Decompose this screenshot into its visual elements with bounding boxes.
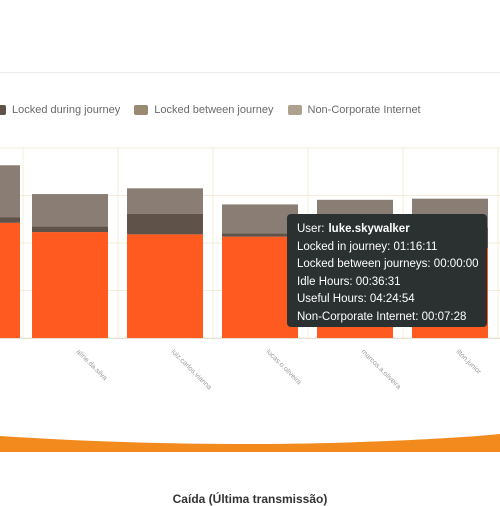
bar-segment-2-1 [0,217,20,223]
bar-segment-1-3 [127,234,203,338]
bar-tooltip: User: luke.skywalker Locked in journey: 0… [287,214,487,327]
legend-item-locked-during[interactable]: Locked during journey [0,104,120,116]
chart-legend: Locked during journey Locked between jou… [0,101,435,119]
legend-label-locked-between: Locked between journey [154,104,274,116]
legend-item-locked-between[interactable]: Locked between journey [134,104,274,116]
bar-segment-2-2 [32,226,108,233]
bar-segment-2-4 [222,233,298,237]
legend-label-non-corporate: Non-Corporate Internet [307,104,421,116]
legend-swatch-non-corporate [287,105,302,115]
bar-segment-4-2 [32,194,108,227]
x-tick-label: aline.da.silva [75,348,109,382]
x-tick-label: ilton.junior [455,348,483,376]
x-tick-label: lucas.o.oliveira [265,348,303,386]
x-tick-label: marcos.a.oliveira [360,348,402,390]
tooltip-user-name: luke.skywalker [328,223,410,235]
bar-segment-2-3 [127,213,203,235]
tooltip-user-label: User: [297,223,325,235]
tooltip-locked-journey: Locked in journey: 01:16:11 [297,240,438,253]
bottom-area-series [0,434,500,452]
bar-segment-1-4 [222,236,298,338]
legend-item-non-corporate[interactable]: Non-Corporate Internet [287,104,421,116]
legend-swatch-locked-between [134,105,149,115]
bar-segment-4-4 [222,204,298,234]
bar-segment-1-1 [0,222,20,338]
section-title: Caída (Última transmissão) [172,492,328,506]
tooltip-locked-between: Locked between journeys: 00:00:00 [297,258,479,270]
bar-segment-1-2 [32,232,108,338]
legend-swatch-locked-during [0,105,6,115]
tooltip-non-corporate: Non-Corporate Internet: 00:07:28 [297,310,467,323]
x-axis-labels: aline.da.silva luiz.carlos.vianna lucas.o.… [75,348,483,391]
legend-label-locked-during: Locked during journey [12,104,121,116]
bar-segment-4-3 [127,188,203,214]
x-tick-label: luiz.carlos.vianna [170,348,213,391]
tooltip-useful-hours: Useful Hours: 04:24:54 [297,293,415,305]
top-divider [0,72,500,73]
bar-segment-4-1 [0,165,20,218]
tooltip-idle-hours: Idle Hours: 00:36:31 [297,275,401,288]
tooltip-user-line: User: luke.skywalker [297,221,477,239]
